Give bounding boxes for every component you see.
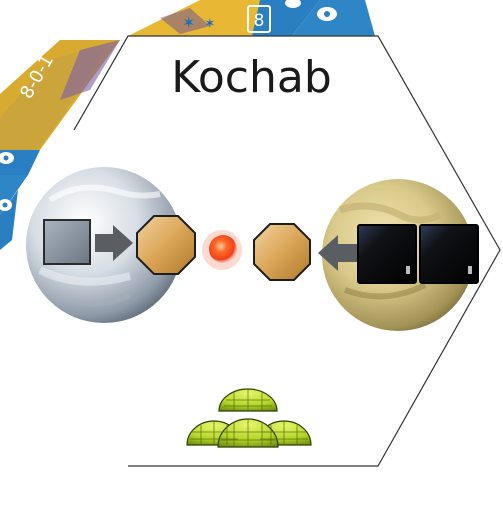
left-arrow-icon (318, 235, 358, 271)
neighbor-tiles: 8 8-0-1 ✶ ✶ (0, 0, 375, 250)
top-badge (247, 5, 271, 33)
black-cube-icon (357, 224, 417, 284)
right-arrow-icon (95, 225, 133, 261)
red-energy-orb-icon (202, 230, 242, 270)
black-cube-icon (419, 224, 479, 284)
grey-cube-icon (43, 219, 91, 265)
eye-icon (0, 152, 14, 211)
eye-icon (285, 0, 337, 21)
top-badge-number: 8 (254, 11, 265, 31)
star-icon: ✶ (204, 16, 216, 32)
tan-octagon-icon (136, 215, 196, 275)
star-icon: ✶ (182, 13, 195, 32)
system-name: Kochab (171, 52, 332, 103)
green-dome-colonies-icon (186, 388, 312, 448)
card-border (73, 35, 501, 467)
tan-octagon-icon (253, 223, 311, 281)
